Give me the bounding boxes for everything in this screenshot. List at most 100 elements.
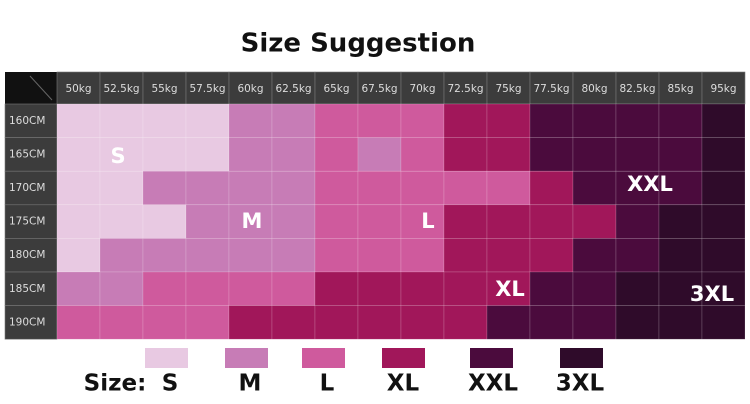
size-cell bbox=[99, 305, 144, 340]
row-header-cell bbox=[4, 305, 58, 340]
height-label: 175CM bbox=[9, 216, 45, 228]
header-cell bbox=[271, 71, 316, 105]
weight-label: 67.5kg bbox=[361, 83, 397, 95]
height-label: 160CM bbox=[9, 115, 45, 127]
size-cell bbox=[658, 238, 703, 273]
legend-title: Size: bbox=[84, 371, 147, 397]
weight-label: 70kg bbox=[409, 83, 435, 95]
size-cell bbox=[99, 137, 144, 172]
weight-label: 77.5kg bbox=[533, 83, 569, 95]
cell-size-label: XXL bbox=[627, 172, 673, 196]
weight-label: 72.5kg bbox=[447, 83, 483, 95]
header-cell bbox=[443, 71, 488, 105]
size-cell bbox=[271, 103, 316, 138]
size-cell bbox=[443, 238, 488, 273]
size-cell bbox=[400, 271, 445, 306]
size-cell bbox=[142, 305, 187, 340]
cell-size-label: XL bbox=[495, 277, 525, 301]
header-cell bbox=[701, 71, 746, 105]
legend-swatch bbox=[560, 348, 603, 368]
legend-label: XL bbox=[387, 371, 420, 397]
size-cell bbox=[314, 271, 359, 306]
cell-size-label: S bbox=[110, 144, 125, 168]
size-cell bbox=[572, 305, 617, 340]
weight-label: 52.5kg bbox=[103, 83, 139, 95]
size-cell bbox=[56, 204, 101, 239]
row-header-cell bbox=[4, 271, 58, 306]
size-cell bbox=[99, 238, 144, 273]
legend-label: 3XL bbox=[556, 371, 605, 397]
size-cell bbox=[572, 170, 617, 206]
size-cell bbox=[99, 204, 144, 239]
cell-size-label: M bbox=[242, 209, 263, 233]
size-cell bbox=[615, 238, 660, 273]
size-cell bbox=[271, 170, 316, 206]
size-cell bbox=[357, 238, 402, 273]
weight-label: 82.5kg bbox=[619, 83, 655, 95]
size-cell bbox=[486, 271, 531, 306]
weight-label: 65kg bbox=[323, 83, 349, 95]
size-cell bbox=[572, 204, 617, 239]
size-cell bbox=[228, 305, 273, 340]
size-cell bbox=[56, 305, 101, 340]
weight-label: 85kg bbox=[667, 83, 693, 95]
size-cell bbox=[572, 238, 617, 273]
legend-swatch bbox=[302, 348, 345, 368]
size-cell bbox=[615, 305, 660, 340]
size-cell bbox=[142, 238, 187, 273]
size-cell bbox=[271, 305, 316, 340]
size-cell bbox=[228, 103, 273, 138]
cell-size-label: 3XL bbox=[690, 282, 734, 306]
size-cell bbox=[99, 271, 144, 306]
size-cell bbox=[658, 137, 703, 172]
size-cell bbox=[142, 271, 187, 306]
row-header-cell bbox=[4, 137, 58, 172]
size-cell bbox=[615, 170, 660, 206]
size-cell bbox=[185, 204, 230, 239]
size-cell bbox=[443, 305, 488, 340]
size-cell bbox=[529, 271, 574, 306]
size-cell bbox=[357, 271, 402, 306]
weight-label: 75kg bbox=[495, 83, 521, 95]
size-cell bbox=[572, 137, 617, 172]
weight-label: 62.5kg bbox=[275, 83, 311, 95]
legend-swatch bbox=[145, 348, 188, 368]
size-cell bbox=[400, 137, 445, 172]
size-cell bbox=[400, 238, 445, 273]
size-cell bbox=[658, 204, 703, 239]
size-cell bbox=[486, 170, 531, 206]
header-cell bbox=[185, 71, 230, 105]
weight-label: 50kg bbox=[65, 83, 91, 95]
size-cell bbox=[357, 204, 402, 239]
header-cell bbox=[228, 71, 273, 105]
header-cell bbox=[615, 71, 660, 105]
header-cell bbox=[56, 71, 101, 105]
size-cell bbox=[529, 238, 574, 273]
size-cell bbox=[529, 204, 574, 239]
legend-label: M bbox=[239, 371, 262, 397]
size-cell bbox=[185, 238, 230, 273]
height-label: 165CM bbox=[9, 148, 45, 160]
size-cell bbox=[529, 170, 574, 206]
size-cell bbox=[443, 170, 488, 206]
size-cell bbox=[615, 204, 660, 239]
size-cell bbox=[142, 103, 187, 138]
weight-label: 55kg bbox=[151, 83, 177, 95]
size-cell bbox=[486, 238, 531, 273]
size-cell bbox=[228, 238, 273, 273]
size-cell bbox=[56, 103, 101, 138]
size-cell bbox=[314, 204, 359, 239]
header-cell bbox=[142, 71, 187, 105]
row-header-cell bbox=[4, 238, 58, 273]
size-cell bbox=[701, 305, 746, 340]
size-cell bbox=[701, 103, 746, 138]
legend-swatch bbox=[382, 348, 425, 368]
size-cell bbox=[185, 103, 230, 138]
size-cell bbox=[529, 103, 574, 138]
weight-label: 57.5kg bbox=[189, 83, 225, 95]
size-cell bbox=[658, 170, 703, 206]
size-cell bbox=[701, 204, 746, 239]
weight-label: 80kg bbox=[581, 83, 607, 95]
size-cell bbox=[314, 305, 359, 340]
